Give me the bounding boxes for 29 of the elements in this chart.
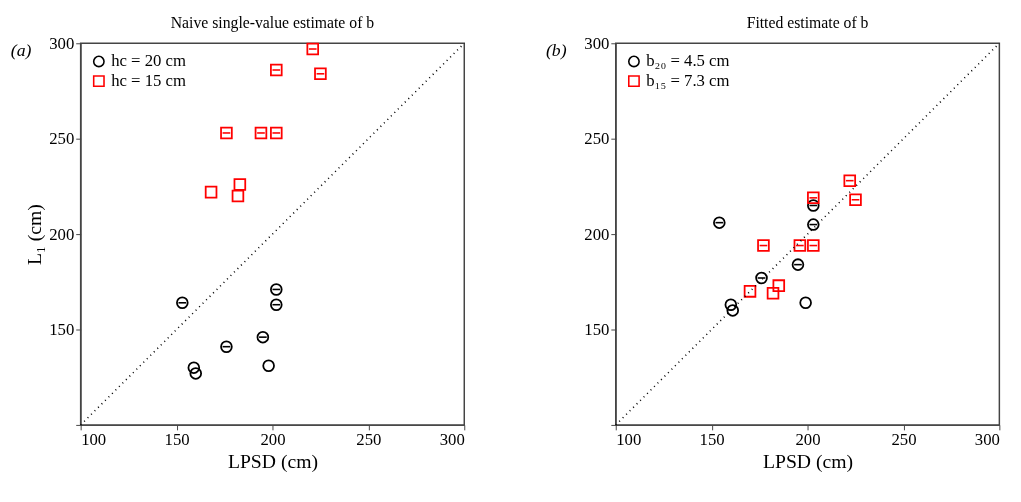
legend-label: b₁₅ = 7.3 cm [646,71,730,91]
text: (a) [10,40,32,61]
x-tick-label: 300 [439,430,465,450]
x-tick-label: 100 [616,430,642,450]
text: (b) [545,40,567,61]
y-tick-label: 300 [584,33,610,53]
legend-label: b₂₀ = 4.5 cm [646,51,730,71]
y-tick-label: 150 [584,319,610,339]
x-tick-label: 200 [260,430,286,450]
chart-title: Fitted estimate of b [746,13,869,31]
y-axis-title: L₁ (cm) [23,204,47,266]
x-tick-label: 250 [356,430,382,450]
y-tick-label: 200 [584,224,610,244]
x-tick-label: 100 [81,430,107,450]
y-tick-label: 200 [49,224,75,244]
legend-label: hc = 20 cm [111,51,187,71]
x-tick-label: 300 [974,430,1000,450]
chart-title: Naive single-value estimate of b [170,13,375,32]
y-tick-label: 250 [49,129,75,149]
x-axis-title: LPSD (cm) [763,449,854,473]
x-tick-label: 150 [699,430,725,450]
y-tick-label: 250 [584,129,610,149]
y-tick-label: 150 [49,319,75,339]
legend-label: hc = 15 cm [111,71,187,91]
x-tick-label: 150 [164,430,190,450]
x-tick-label: 200 [795,430,821,450]
x-axis-title: LPSD (cm) [227,449,318,473]
y-tick-label: 300 [49,33,75,53]
x-tick-label: 250 [891,430,917,450]
